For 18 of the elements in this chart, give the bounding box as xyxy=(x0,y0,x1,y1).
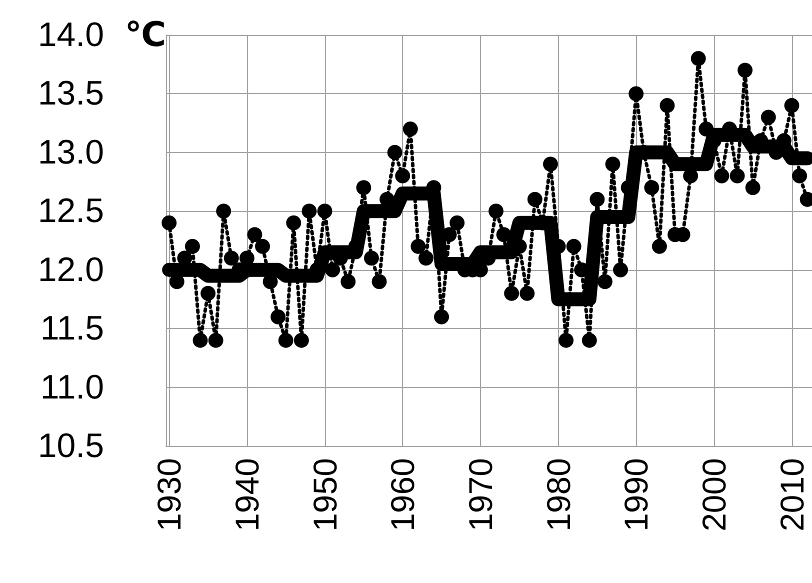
y-tick-label: 12.5 xyxy=(38,192,104,230)
x-tick-label: 2000 xyxy=(695,458,732,532)
y-tick-label: 13.5 xyxy=(38,74,104,113)
y-tick-label: 11.5 xyxy=(40,310,104,348)
y-axis-title: ℃ xyxy=(124,16,166,54)
y-tick-label: 12.0 xyxy=(38,250,104,289)
y-tick-label: 13.0 xyxy=(38,133,104,172)
x-tick-label: 2010 xyxy=(773,458,810,532)
y-tick-label: 11.0 xyxy=(40,368,104,406)
x-tick-label: 1980 xyxy=(540,458,577,532)
x-tick-label: 1940 xyxy=(228,458,266,532)
x-tick-label: 1930 xyxy=(150,458,188,532)
x-tick-label: 1950 xyxy=(306,458,344,532)
x-tick-label: 1990 xyxy=(618,458,655,532)
y-tick-label: 14.0 xyxy=(38,16,104,54)
x-tick-label: 1960 xyxy=(384,458,422,532)
x-tick-label: 1970 xyxy=(462,458,499,532)
y-tick-label: 10.5 xyxy=(38,427,104,465)
